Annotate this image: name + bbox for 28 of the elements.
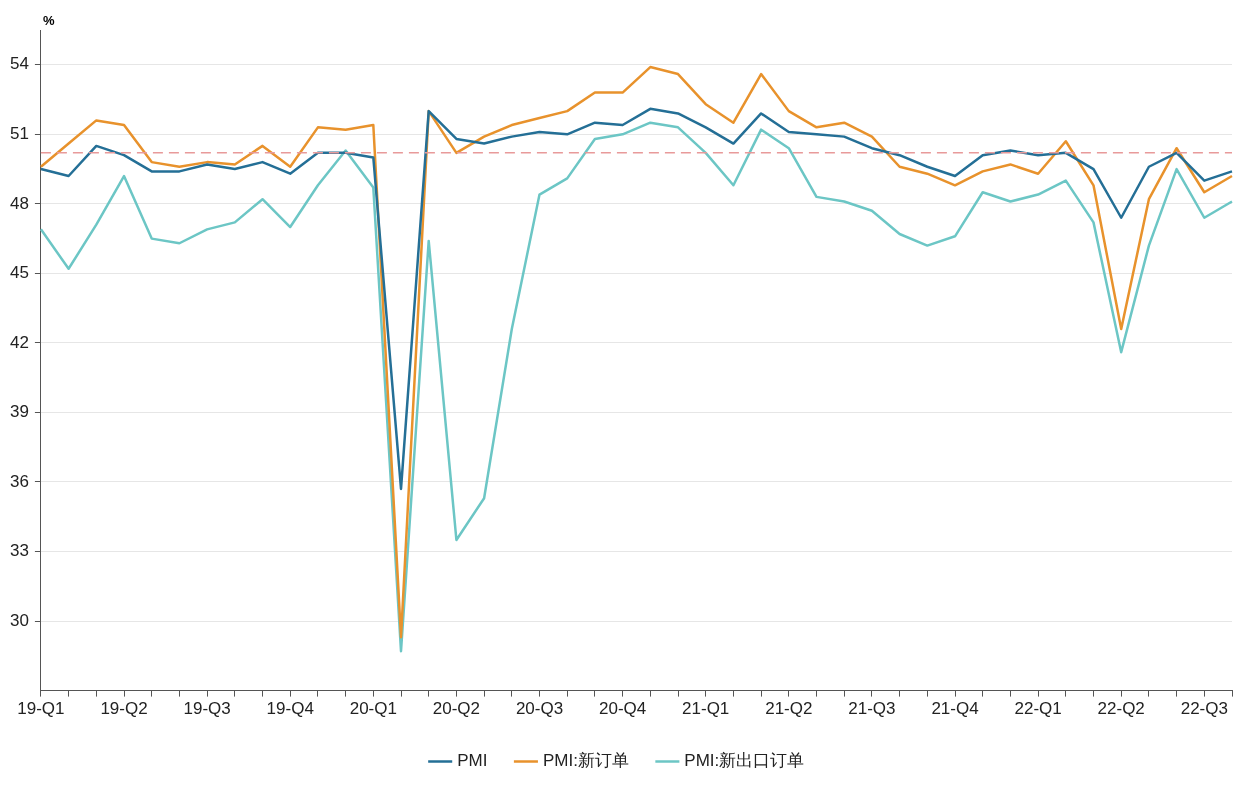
y-tick-label: 54 [9,54,29,74]
x-tick-label: 19-Q2 [100,699,148,719]
y-tick-label: 39 [9,402,29,422]
x-tick-label: 19-Q3 [183,699,231,719]
y-tick-label: 33 [9,541,29,561]
x-tick-label: 19-Q1 [17,699,65,719]
x-tick-label: 19-Q4 [266,699,314,719]
x-tick-label: 21-Q4 [931,699,979,719]
x-tick-label: 20-Q1 [349,699,397,719]
y-tick-label: 51 [9,123,29,143]
x-tick-label: 21-Q3 [848,699,896,719]
legend-label: PMI [457,751,488,771]
x-tick-label: 20-Q3 [515,699,564,719]
y-tick-label: 42 [9,332,29,352]
x-tick-label: 22-Q1 [1014,699,1062,719]
y-tick-label: 48 [9,193,29,213]
legend-label: PMI:新订单 [542,751,629,771]
legend-label: PMI:新出口订单 [684,751,805,771]
x-tick-label: 22-Q2 [1097,699,1145,719]
y-tick-label: 36 [9,471,29,491]
x-tick-label: 21-Q1 [682,699,730,719]
y-tick-label: 45 [9,263,29,283]
y-tick-label: 30 [9,610,29,630]
y-axis-title: % [42,13,55,29]
x-tick-label: 20-Q4 [598,699,647,719]
x-tick-label: 20-Q2 [432,699,481,719]
x-tick-label: 21-Q2 [765,699,813,719]
x-tick-label: 22-Q3 [1180,699,1228,719]
